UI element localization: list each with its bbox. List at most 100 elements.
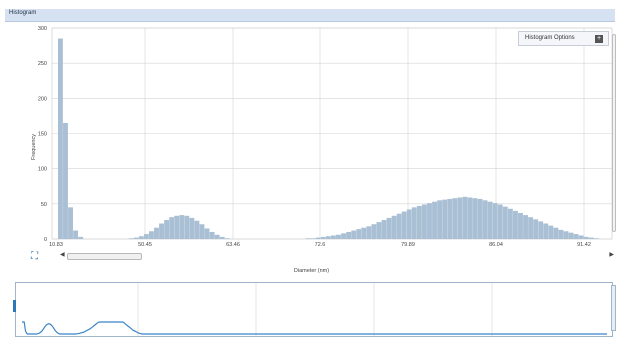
histogram-bar — [189, 217, 195, 239]
y-tick-label: 150 — [38, 132, 47, 138]
histogram-bar — [513, 210, 518, 239]
arrow-right-icon[interactable]: ▶ — [609, 252, 614, 258]
histogram-bar — [174, 215, 180, 239]
horizontal-scrollbar[interactable]: ◀ ▶ — [58, 251, 614, 260]
x-tick-label: 79.89 — [401, 242, 415, 248]
histogram-bar — [518, 212, 523, 239]
histogram-bar — [568, 232, 574, 239]
scrollbar-thumb[interactable] — [67, 253, 142, 260]
histogram-bar — [366, 226, 372, 239]
histogram-bar — [457, 197, 463, 239]
histogram-bar — [452, 198, 458, 239]
histogram-bar — [543, 223, 549, 239]
histogram-bar — [497, 204, 503, 239]
histogram-bar — [462, 196, 468, 239]
histogram-bar — [336, 234, 341, 239]
histogram-bar — [133, 237, 139, 239]
histogram-bar — [563, 231, 569, 239]
arrow-left-icon[interactable]: ◀ — [60, 252, 65, 258]
histogram-bar — [437, 200, 443, 239]
histogram-bar — [199, 224, 205, 239]
histogram-bar — [427, 203, 432, 239]
x-tick-label: 91.42 — [577, 242, 591, 248]
histogram-bar — [224, 238, 230, 239]
y-tick-label: 50 — [41, 202, 47, 208]
histogram-bar — [538, 221, 544, 239]
histogram-bar — [164, 220, 170, 239]
histogram-bar — [143, 234, 149, 239]
histogram-bar — [422, 204, 427, 239]
histogram-bar — [401, 211, 407, 239]
histogram-bar — [78, 236, 84, 239]
histogram-bar — [179, 215, 185, 239]
x-tick-label: 63.46 — [226, 242, 240, 248]
vertical-scrollbar[interactable] — [611, 30, 617, 238]
histogram-bar — [391, 215, 397, 239]
histogram-bar — [371, 224, 377, 239]
histogram-bar — [204, 228, 210, 239]
histogram-bar — [159, 223, 164, 239]
histogram-bar — [467, 197, 473, 239]
histogram-bar — [558, 229, 564, 239]
y-tick-label: 300 — [38, 26, 47, 32]
histogram-bar — [219, 236, 225, 239]
histogram-bar — [386, 217, 392, 239]
histogram-bar — [548, 225, 554, 239]
overview-line — [22, 321, 607, 335]
histogram-bar — [58, 38, 63, 239]
histogram-bar — [406, 209, 412, 239]
histogram-bar — [507, 208, 513, 239]
x-tick-label: 50.45 — [138, 242, 152, 248]
histogram-bar — [447, 198, 453, 239]
histogram-bar — [214, 234, 220, 239]
histogram-options-button[interactable]: Histogram Options + — [518, 31, 609, 46]
histogram-bar — [63, 122, 68, 239]
fit-to-window-icon[interactable]: ⛶ — [31, 251, 38, 262]
histogram-bar — [209, 231, 215, 239]
histogram-bar — [154, 227, 159, 239]
histogram-bar — [361, 227, 367, 239]
histogram-bar — [477, 198, 483, 239]
vertical-scrollbar-track[interactable] — [612, 34, 616, 232]
histogram-bar — [588, 237, 594, 239]
overview-right-handle[interactable] — [611, 285, 616, 331]
y-tick-label: 0 — [44, 237, 47, 243]
y-axis-label: Frequency — [31, 134, 37, 160]
overview-panel[interactable] — [15, 282, 613, 337]
histogram-bar — [138, 236, 144, 239]
window-title: Histogram — [9, 10, 37, 16]
histogram-bar — [68, 207, 73, 239]
histogram-bar — [128, 238, 134, 239]
histogram-bar — [411, 207, 417, 239]
plus-icon: + — [595, 35, 603, 43]
histogram-bar — [376, 222, 382, 239]
x-axis-label: Diameter (nm) — [293, 268, 330, 274]
y-tick-label: 200 — [38, 96, 47, 102]
histogram-bar — [331, 235, 336, 239]
histogram-bar — [442, 199, 448, 239]
histogram-bar — [73, 230, 79, 239]
histogram-bar — [149, 231, 154, 239]
histogram-bar — [578, 235, 584, 239]
histogram-title-bar: Histogram — [5, 9, 615, 22]
histogram-bar — [593, 238, 599, 239]
histogram-bar — [194, 220, 200, 239]
histogram-bar — [396, 213, 402, 239]
y-tick-label: 100 — [38, 167, 47, 173]
histogram-bar — [325, 236, 331, 239]
x-tick-label: 72.6 — [315, 242, 326, 248]
histogram-options-label: Histogram Options — [525, 35, 575, 41]
histogram-bar — [346, 231, 352, 239]
histogram-bar — [502, 206, 508, 239]
histogram-bar — [573, 234, 579, 239]
histogram-bar — [487, 201, 493, 239]
histogram-bar — [351, 230, 357, 239]
overview-left-handle[interactable] — [13, 300, 16, 312]
histogram-bar — [523, 215, 528, 239]
histogram-bar — [472, 198, 478, 239]
histogram-bar — [528, 217, 534, 239]
histogram-bar — [492, 203, 498, 239]
histogram-bar — [320, 236, 326, 239]
histogram-bar — [482, 200, 488, 239]
